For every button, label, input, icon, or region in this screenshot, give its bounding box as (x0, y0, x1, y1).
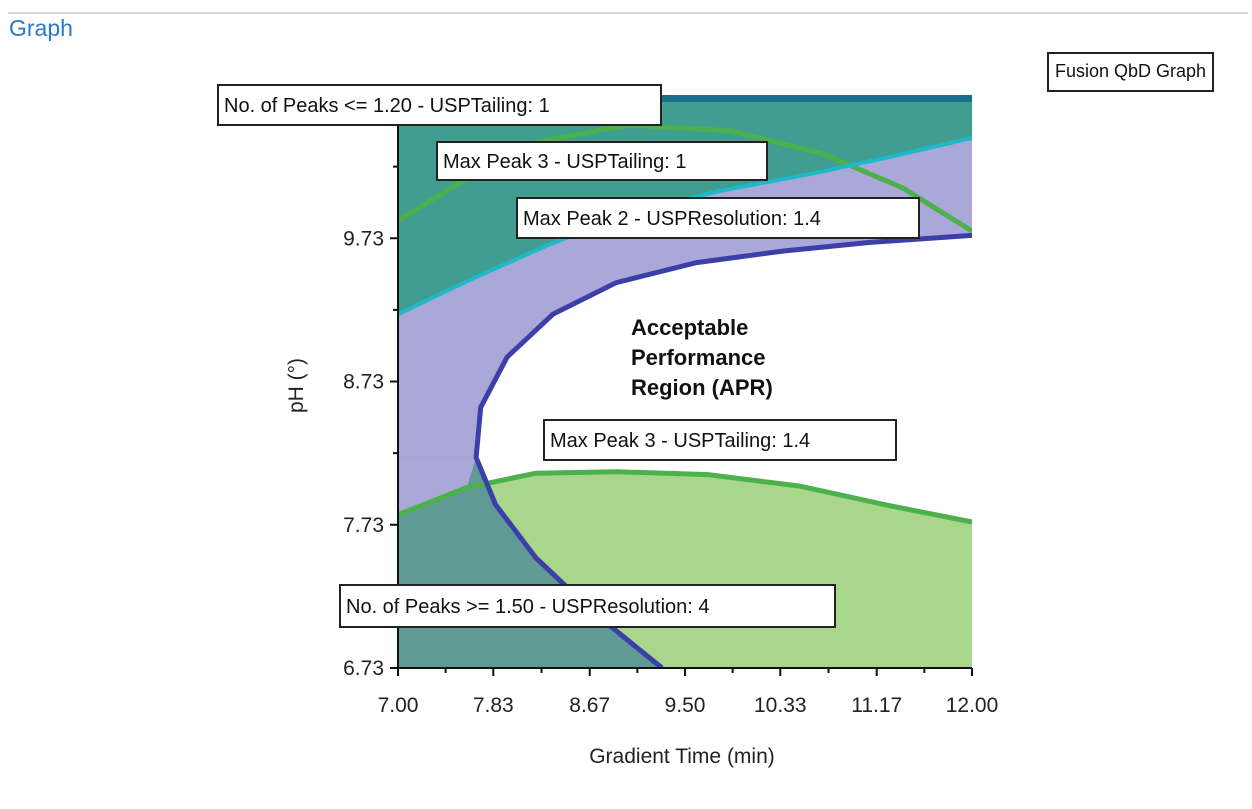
y-tick-label: 7.73 (343, 514, 384, 537)
x-tick-label: 8.67 (569, 694, 610, 717)
y-axis-label: pH (°) (285, 358, 308, 413)
apr-label-line: Performance (631, 345, 766, 370)
x-tick-label: 9.50 (665, 694, 706, 717)
contour-label-box (339, 584, 836, 628)
region-lavender-fix (398, 457, 477, 515)
x-tick-label: 7.00 (378, 694, 419, 717)
contour-label-box (217, 84, 662, 126)
contour-max-peak3-tailing-1-4-line (398, 469, 972, 525)
x-axis-label: Gradient Time (min) (589, 745, 775, 768)
contour-label: No. of Peaks <= 1.20 - USPTailing: 1 (217, 84, 662, 126)
apr-label-line: Region (APR) (631, 375, 773, 400)
contour-label-text: No. of Peaks >= 1.50 - USPResolution: 4 (346, 596, 710, 618)
contour-apr-boundary-line (473, 232, 972, 668)
contour-label-text: Max Peak 3 - USPTailing: 1.4 (550, 430, 810, 452)
y-tick-label: 9.73 (343, 227, 384, 250)
contour-label-text: Max Peak 3 - USPTailing: 1 (443, 151, 686, 173)
x-tick-label: 10.33 (754, 694, 807, 717)
y-tick-label: 6.73 (343, 657, 384, 680)
contour-label: Max Peak 3 - USPTailing: 1.4 (543, 419, 897, 461)
contour-label-box (516, 197, 920, 239)
contour-label-box (436, 141, 768, 181)
apr-label-line: Acceptable (631, 315, 748, 340)
x-tick-label: 12.00 (946, 694, 999, 717)
apr-label: Acceptable Performance Region (APR) (631, 315, 773, 400)
contour-label: Max Peak 2 - USPResolution: 1.4 (516, 197, 920, 239)
group-frame (8, 12, 1248, 54)
contour-label: Max Peak 3 - USPTailing: 1 (436, 141, 768, 181)
contour-label-text: Max Peak 2 - USPResolution: 1.4 (523, 208, 821, 230)
contour-label-text: No. of Peaks <= 1.20 - USPTailing: 1 (224, 95, 550, 117)
x-tick-label: 11.17 (851, 694, 902, 717)
group-title: Graph (6, 16, 76, 40)
top-band (398, 95, 972, 102)
contour-label-box (543, 419, 897, 461)
x-tick-label: 7.83 (473, 694, 514, 717)
contour-label: No. of Peaks >= 1.50 - USPResolution: 4 (339, 584, 836, 628)
qbd-badge: Fusion QbD Graph (1047, 52, 1215, 92)
y-tick-label: 8.73 (343, 371, 384, 394)
